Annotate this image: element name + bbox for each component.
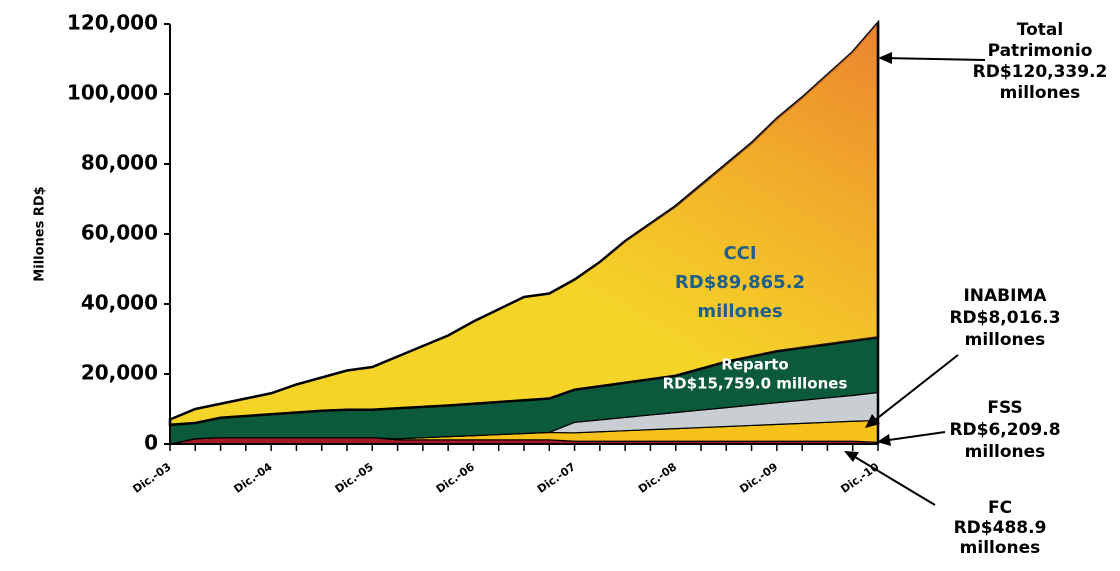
annotation: RD$488.9 bbox=[954, 518, 1047, 538]
x-tick-label: Dic.-09 bbox=[737, 460, 780, 496]
annotation: RD$120,339.2 bbox=[973, 62, 1108, 82]
y-tick-label: 100,000 bbox=[67, 81, 158, 105]
annotation: millones bbox=[965, 442, 1046, 462]
x-tick-label: Dic.-03 bbox=[130, 460, 173, 496]
x-tick-label: Dic.-10 bbox=[838, 460, 881, 496]
arrow bbox=[849, 453, 936, 506]
y-axis-label: Millones RD$ bbox=[33, 186, 48, 281]
y-tick-label: 80,000 bbox=[81, 151, 158, 175]
annotation: RD$8,016.3 bbox=[949, 308, 1060, 328]
y-tick-label: 20,000 bbox=[81, 361, 158, 385]
arrowhead bbox=[865, 414, 880, 428]
annotation: Patrimonio bbox=[988, 41, 1093, 61]
annotation: millones bbox=[960, 538, 1041, 558]
arrows bbox=[849, 57, 986, 506]
annotation: FC bbox=[988, 498, 1012, 518]
annotation: Total bbox=[1017, 20, 1063, 40]
areas bbox=[168, 19, 880, 445]
annotation: RD$15,759.0 millones bbox=[663, 375, 848, 393]
x-tick-label: Dic.-05 bbox=[333, 460, 376, 496]
arrow bbox=[869, 354, 959, 425]
x-tick-label: Dic.-08 bbox=[636, 460, 679, 496]
arrow bbox=[883, 57, 986, 61]
y-tick-label: 120,000 bbox=[67, 11, 158, 35]
x-tick-label: Dic.-07 bbox=[535, 460, 578, 496]
annotation: millones bbox=[1000, 83, 1081, 103]
arrow bbox=[881, 431, 946, 442]
y-tick-label: 40,000 bbox=[81, 291, 158, 315]
y-tick-label: 0 bbox=[144, 431, 158, 455]
arrowhead bbox=[878, 52, 892, 64]
annotation: FSS bbox=[987, 398, 1022, 418]
annotation: millones bbox=[697, 301, 782, 322]
arrowheads bbox=[844, 52, 892, 462]
annotation: Reparto bbox=[721, 356, 788, 374]
arrowhead bbox=[844, 451, 859, 462]
x-tick-label: Dic.-06 bbox=[434, 460, 477, 496]
x-tick-label: Dic.-04 bbox=[232, 460, 275, 496]
y-tick-label: 60,000 bbox=[81, 221, 158, 245]
annotation: CCI bbox=[723, 243, 756, 264]
annotation: INABIMA bbox=[963, 286, 1047, 306]
annotation: millones bbox=[965, 330, 1046, 350]
area-shade bbox=[170, 22, 878, 425]
annotation: RD$6,209.8 bbox=[949, 420, 1060, 440]
annotation: RD$89,865.2 bbox=[675, 272, 805, 293]
arrowhead bbox=[877, 434, 891, 446]
